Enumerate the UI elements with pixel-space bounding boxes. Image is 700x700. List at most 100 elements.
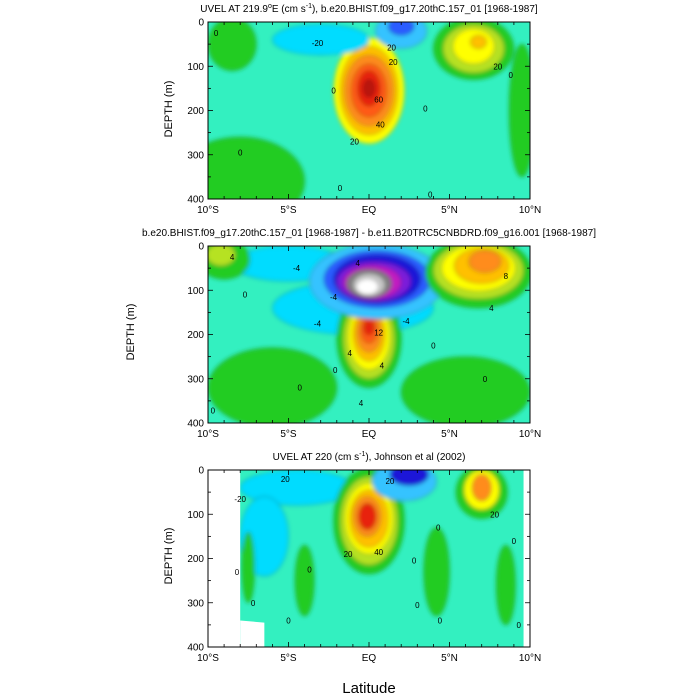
contour-label: -20 bbox=[234, 495, 246, 504]
contour-label: 0 bbox=[423, 104, 428, 113]
contour-label: -4 bbox=[314, 319, 322, 328]
contour-label: 20 bbox=[350, 137, 359, 146]
contour-label: 4 bbox=[347, 349, 352, 358]
contour-label: 20 bbox=[385, 477, 394, 486]
panel-2-ylabel: DEPTH (m) bbox=[125, 304, 137, 361]
contour-label: 0 bbox=[438, 616, 443, 625]
contour-label: -4 bbox=[330, 293, 338, 302]
contour-label: 0 bbox=[243, 291, 248, 300]
y-tick-label: 100 bbox=[187, 510, 204, 521]
contour-region-25 bbox=[208, 347, 338, 423]
contour-label: 0 bbox=[412, 557, 417, 566]
contour-region-14 bbox=[423, 527, 450, 617]
contour-label: 20 bbox=[281, 475, 290, 484]
contour-region-17 bbox=[495, 544, 516, 626]
x-tick-label: 10°N bbox=[519, 653, 541, 664]
panel-3: UVEL AT 220 (cm s-1), Johnson et al (200… bbox=[163, 451, 541, 664]
contour-region-24 bbox=[208, 246, 236, 267]
y-tick-label: 0 bbox=[198, 242, 204, 253]
contour-label: 0 bbox=[431, 342, 436, 351]
contour-region-9 bbox=[363, 320, 375, 336]
contour-label: 20 bbox=[490, 510, 499, 519]
contour-label: 0 bbox=[483, 375, 488, 384]
contour-region-15 bbox=[208, 136, 305, 199]
contour-label: -4 bbox=[293, 264, 301, 273]
y-tick-label: 100 bbox=[187, 62, 204, 73]
x-tick-label: 5°S bbox=[280, 205, 297, 216]
contour-label: 0 bbox=[251, 599, 256, 608]
contour-region-16 bbox=[241, 531, 255, 604]
contour-label: 60 bbox=[374, 95, 383, 104]
y-tick-label: 200 bbox=[187, 330, 204, 341]
y-tick-label: 100 bbox=[187, 286, 204, 297]
contour-label: 4 bbox=[359, 399, 364, 408]
y-tick-label: 300 bbox=[187, 598, 204, 609]
contour-label: 40 bbox=[376, 121, 385, 130]
contour-label: 12 bbox=[374, 328, 383, 337]
panel-1-title: UVEL AT 219.9oE (cm s-1), b.e20.BHIST.f0… bbox=[200, 3, 538, 15]
contour-region-10 bbox=[470, 34, 487, 49]
contour-label: 20 bbox=[493, 62, 502, 71]
contour-label: 0 bbox=[508, 71, 513, 80]
contour-label: 0 bbox=[235, 568, 240, 577]
contour-region-16 bbox=[508, 43, 530, 178]
field-1: 0 -20 20 20 60 40 20 0 0 0 0 20 0 0 bbox=[208, 22, 530, 200]
contour-label: 0 bbox=[331, 87, 336, 96]
y-tick-label: 200 bbox=[187, 554, 204, 565]
contour-region-22 bbox=[468, 250, 502, 273]
contour-label: 0 bbox=[415, 601, 420, 610]
x-axis-label: Latitude bbox=[342, 680, 395, 697]
x-tick-label: 10°N bbox=[519, 429, 541, 440]
contour-label: 20 bbox=[387, 44, 396, 53]
no-data-region-left bbox=[208, 470, 241, 647]
y-tick-label: 300 bbox=[187, 150, 204, 161]
contour-region-10 bbox=[389, 470, 429, 486]
contour-label: 4 bbox=[489, 304, 494, 313]
contour-label: 4 bbox=[230, 253, 235, 262]
contour-label: 0 bbox=[298, 384, 303, 393]
contour-region-15 bbox=[294, 544, 315, 617]
x-tick-label: 10°N bbox=[519, 205, 541, 216]
contour-region-8 bbox=[358, 502, 377, 531]
x-tick-label: 5°N bbox=[441, 429, 458, 440]
contour-label: 0 bbox=[214, 29, 219, 38]
x-tick-label: 5°S bbox=[280, 653, 297, 664]
panel-2: b.e20.BHIST.f09_g17.20thC.157_01 [1968-1… bbox=[125, 228, 596, 440]
x-axis: 10°S 5°S EQ 5°N 10°N bbox=[197, 22, 541, 216]
panel-1-ylabel: DEPTH (m) bbox=[163, 81, 175, 138]
x-tick-label: EQ bbox=[362, 653, 377, 664]
y-tick-label: 400 bbox=[187, 643, 204, 654]
panel-2-title: b.e20.BHIST.f09_g17.20thC.157_01 [1968-1… bbox=[142, 228, 596, 239]
contour-region-14 bbox=[208, 22, 257, 71]
x-tick-label: 5°N bbox=[441, 653, 458, 664]
contour-label: 0 bbox=[338, 184, 343, 193]
contour-label: 20 bbox=[389, 58, 398, 67]
y-tick-label: 200 bbox=[187, 106, 204, 117]
contour-label: 0 bbox=[211, 407, 216, 416]
x-tick-label: 5°S bbox=[280, 429, 297, 440]
panel-3-ylabel: DEPTH (m) bbox=[163, 528, 175, 585]
contour-label: 20 bbox=[344, 550, 353, 559]
field-3: -20 20 20 20 40 20 0 0 0 0 0 0 0 0 0 0 bbox=[208, 470, 530, 647]
contour-region-12 bbox=[388, 22, 415, 36]
y-tick-label: 300 bbox=[187, 374, 204, 385]
contour-label: -20 bbox=[312, 39, 324, 48]
x-tick-label: EQ bbox=[362, 429, 377, 440]
y-tick-label: 400 bbox=[187, 195, 204, 206]
contour-label: 0 bbox=[333, 366, 338, 375]
contour-label: 0 bbox=[307, 566, 312, 575]
contour-region-26 bbox=[400, 356, 530, 423]
contour-label: 0 bbox=[428, 191, 433, 200]
contour-label: 4 bbox=[380, 361, 385, 370]
contour-label: 0 bbox=[517, 621, 522, 630]
no-data-region-bottom bbox=[240, 620, 265, 647]
panel-3-title: UVEL AT 220 (cm s-1), Johnson et al (200… bbox=[273, 451, 466, 463]
